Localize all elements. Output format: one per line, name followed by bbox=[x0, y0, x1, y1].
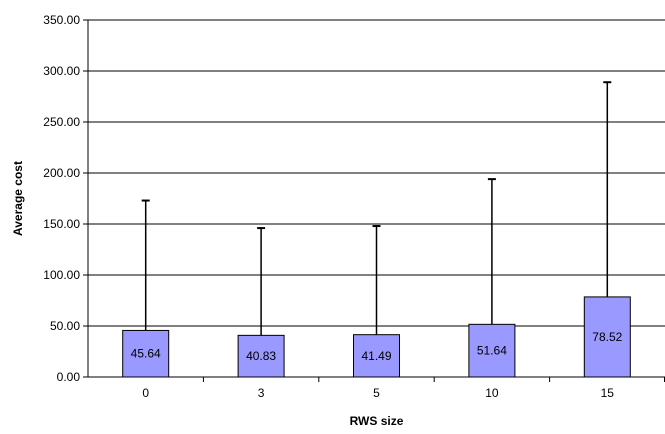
data-label: 78.52 bbox=[592, 330, 622, 344]
x-tick-label: 10 bbox=[485, 386, 499, 400]
bar bbox=[583, 296, 631, 378]
data-labels: 45.64 40.83 41.49 51.64 78.52 bbox=[131, 330, 623, 363]
y-tick-label: 300.00 bbox=[43, 64, 80, 78]
x-tick-label: 0 bbox=[142, 386, 149, 400]
y-tick-label: 150.00 bbox=[43, 217, 80, 231]
data-label: 40.83 bbox=[246, 349, 276, 363]
x-tick-label: 15 bbox=[601, 386, 615, 400]
y-axis-title: Average cost bbox=[11, 161, 25, 236]
axes bbox=[83, 19, 665, 382]
x-tick-label: 5 bbox=[373, 386, 380, 400]
error-bars bbox=[141, 81, 612, 336]
y-tick-label: 250.00 bbox=[43, 115, 80, 129]
bars bbox=[122, 296, 631, 378]
y-tick-labels: 0.00 50.00 100.00 150.00 200.00 250.00 300.00 3… bbox=[43, 13, 80, 384]
bar bbox=[468, 323, 516, 378]
y-tick-label: 50.00 bbox=[50, 319, 80, 333]
bar bbox=[237, 334, 285, 378]
data-label: 41.49 bbox=[361, 349, 391, 363]
x-tick-label: 3 bbox=[258, 386, 265, 400]
x-tick-labels: 0 3 5 10 15 bbox=[142, 386, 614, 400]
x-axis-title: RWS size bbox=[350, 414, 404, 428]
y-tick-label: 350.00 bbox=[43, 13, 80, 27]
bar bbox=[353, 334, 400, 378]
data-label: 45.64 bbox=[131, 347, 161, 361]
gridlines bbox=[88, 19, 665, 327]
y-tick-label: 200.00 bbox=[43, 166, 80, 180]
y-tick-label: 0.00 bbox=[57, 370, 81, 384]
data-label: 51.64 bbox=[477, 344, 507, 358]
y-tick-label: 100.00 bbox=[43, 268, 80, 282]
